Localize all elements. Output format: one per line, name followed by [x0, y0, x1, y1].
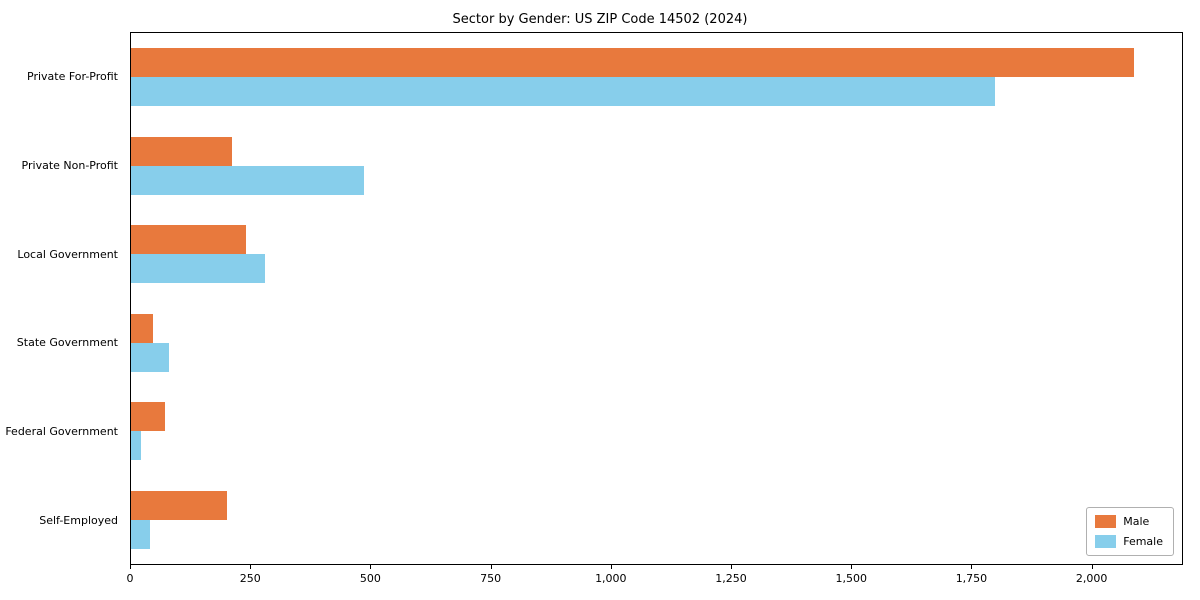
bar-male-private-non-profit — [131, 136, 232, 166]
legend: Male Female — [1086, 507, 1174, 556]
bar-female-federal-government — [131, 431, 141, 461]
x-tick-mark-1250 — [731, 565, 733, 569]
bar-male-local-government — [131, 225, 247, 255]
x-tick-label-250: 250 — [239, 572, 261, 585]
bar-female-private-non-profit — [131, 165, 364, 195]
x-tick-mark-1500 — [851, 565, 853, 569]
x-tick-mark-250 — [250, 565, 252, 569]
bar-group-local-government — [131, 210, 1182, 299]
x-tick-mark-1750 — [971, 565, 973, 569]
bar-male-private-for-profit — [131, 48, 1134, 78]
bar-group-private-for-profit — [131, 33, 1182, 122]
y-tick-label-self-employed: Self-Employed — [39, 514, 118, 528]
plot-area: Male Female — [130, 32, 1183, 565]
x-tick-label-1000: 1,000 — [595, 572, 627, 585]
bar-male-federal-government — [131, 402, 165, 432]
legend-swatch-male — [1095, 515, 1117, 528]
legend-label-male: Male — [1123, 515, 1150, 528]
x-tick-mark-1000 — [610, 565, 612, 569]
y-tick-label-federal-government: Federal Government — [5, 425, 118, 439]
y-tick-label-state-government: State Government — [16, 336, 118, 350]
y-tick-label-private-non-profit: Private Non-Profit — [21, 158, 118, 172]
legend-swatch-female — [1095, 535, 1117, 548]
bar-male-self-employed — [131, 490, 227, 520]
legend-entry-female: Female — [1095, 535, 1163, 548]
x-tick-label-0: 0 — [126, 572, 134, 585]
chart-title: Sector by Gender: US ZIP Code 14502 (202… — [452, 12, 748, 27]
x-tick-label-1750: 1,750 — [955, 572, 988, 585]
bar-female-private-for-profit — [131, 77, 995, 107]
bar-group-state-government — [131, 299, 1182, 388]
x-tick-label-500: 500 — [359, 572, 381, 585]
legend-entry-male: Male — [1095, 515, 1163, 528]
x-tick-mark-2000 — [1091, 565, 1093, 569]
bar-group-federal-government — [131, 387, 1182, 476]
legend-label-female: Female — [1123, 535, 1163, 548]
bar-male-state-government — [131, 313, 153, 343]
x-tick-mark-0 — [130, 565, 131, 569]
x-tick-label-750: 750 — [480, 572, 502, 585]
x-tick-mark-500 — [370, 565, 372, 569]
x-tick-label-1250: 1,250 — [715, 572, 747, 585]
x-tick-mark-750 — [490, 565, 492, 569]
x-tick-label-1500: 1,500 — [835, 572, 867, 585]
bar-group-private-non-profit — [131, 122, 1182, 211]
y-axis-labels: Private For-Profit Private Non-Profit Loca… — [0, 32, 124, 565]
bar-female-local-government — [131, 254, 266, 284]
bar-female-state-government — [131, 342, 170, 372]
bar-group-self-employed — [131, 476, 1182, 565]
y-tick-label-local-government: Local Government — [17, 247, 118, 261]
bar-female-self-employed — [131, 519, 151, 549]
y-tick-label-private-for-profit: Private For-Profit — [27, 69, 118, 83]
x-tick-label-2000: 2,000 — [1075, 572, 1108, 585]
